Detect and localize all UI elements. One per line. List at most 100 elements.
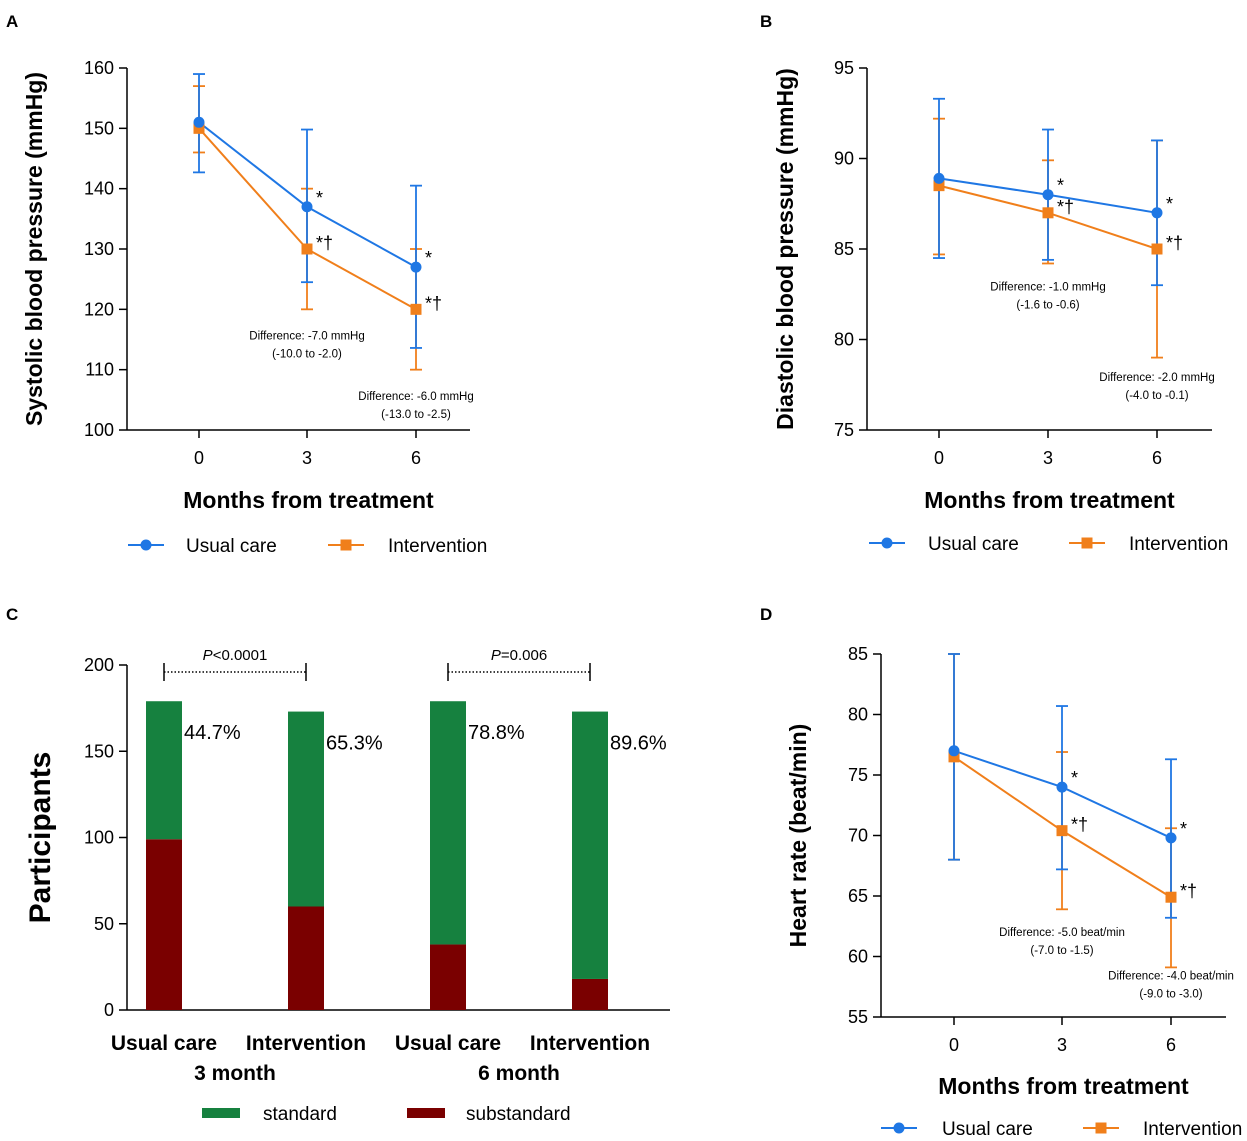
panel-c-letter: C <box>6 605 18 624</box>
panel-b-intervention-point <box>1151 243 1163 255</box>
panel-c-bar-standard <box>572 711 608 979</box>
panel-d-legend-intervention-label: Intervention <box>1143 1119 1242 1140</box>
panel-b-intervention-point <box>933 180 945 192</box>
panel-d-x-tick-label: 0 <box>949 1035 959 1055</box>
panel-d-intervention-point <box>1056 825 1068 837</box>
panel-d-y-axis-title: Heart rate (beat/min) <box>785 724 811 948</box>
panel-b-difference-annotation: Difference: -2.0 mmHg <box>1099 372 1214 384</box>
panel-c-y-tick-label: 50 <box>94 914 114 934</box>
panel-a-y-tick-label: 110 <box>85 360 114 380</box>
panel-a-intervention-point <box>193 122 205 134</box>
panel-b-legend-intervention-marker <box>1081 537 1093 549</box>
panel-c-bar-substandard <box>146 839 182 1010</box>
panel-c-group-label: 6 month <box>478 1062 560 1085</box>
panel-b-usual-care-point <box>1042 189 1054 201</box>
panel-b-legend-usual-care-label: Usual care <box>928 534 1019 555</box>
panel-a-y-tick-label: 130 <box>84 239 114 259</box>
panel-a-usual-care-significance-marker: * <box>425 248 432 268</box>
panel-b-usual-care-point <box>933 172 945 184</box>
panel-b-difference-annotation: Difference: -1.0 mmHg <box>990 282 1105 294</box>
panel-b-x-axis-title: Months from treatment <box>924 487 1175 513</box>
panel-a-legend-intervention-marker <box>340 539 352 551</box>
panel-a-x-tick-label: 3 <box>302 448 312 468</box>
panel-b-y-tick-label: 90 <box>834 149 854 169</box>
panel-b-x-tick-label: 0 <box>934 448 944 468</box>
panel-c-category-label: Intervention <box>530 1032 650 1055</box>
panel-a-legend-intervention-label: Intervention <box>388 536 487 557</box>
panel-a-difference-annotation: Difference: -6.0 mmHg <box>358 391 473 403</box>
panel-b-usual-care-significance-marker: * <box>1057 176 1064 196</box>
panel-b-y-tick-label: 75 <box>834 420 854 440</box>
panel-a-x-tick-label: 0 <box>194 448 204 468</box>
panel-d-y-tick-label: 85 <box>848 644 868 664</box>
panel-a-usual-care-point <box>410 261 422 273</box>
panel-c-p-value-number: =0.006 <box>501 647 547 664</box>
panel-d-intervention-significance-marker: *† <box>1071 815 1088 835</box>
panel-c-y-axis-title: Participants <box>24 752 57 924</box>
panel-c-percent-label: 89.6% <box>610 733 667 755</box>
panel-d-y-tick-label: 60 <box>848 947 868 967</box>
panel-a-y-tick-label: 140 <box>84 179 114 199</box>
panel-d-legend-intervention-marker <box>1095 1122 1107 1134</box>
panel-c-legend-standard-swatch <box>202 1108 240 1118</box>
panel-a-intervention-point <box>301 243 313 255</box>
panel-a-usual-care-point <box>301 201 313 213</box>
panel-b-difference-annotation: (-4.0 to -0.1) <box>1125 390 1188 402</box>
panel-d-usual-care-point <box>1056 781 1068 793</box>
panel-a-x-tick-label: 6 <box>411 448 421 468</box>
panel-a-y-tick-label: 150 <box>84 118 114 138</box>
panel-c-y-tick-label: 100 <box>84 828 114 848</box>
panel-b-intervention-point <box>1042 207 1054 219</box>
panel-a-difference-annotation: (-13.0 to -2.5) <box>381 409 451 421</box>
panel-b-y-tick-label: 80 <box>834 330 854 350</box>
panel-b-legend-intervention-label: Intervention <box>1129 534 1228 555</box>
panel-a-difference-annotation: Difference: -7.0 mmHg <box>249 331 364 343</box>
panel-c-y-tick-label: 0 <box>104 1000 114 1020</box>
panel-c-legend-standard-label: standard <box>263 1104 337 1125</box>
panel-d-legend-usual-care-label: Usual care <box>942 1119 1033 1140</box>
panel-d-letter: D <box>760 605 772 624</box>
panel-d-legend-usual-care-marker <box>893 1122 905 1134</box>
panel-c-bar-substandard <box>430 944 466 1010</box>
panel-c-bar-substandard <box>572 978 608 1010</box>
panel-a-intervention-significance-marker: *† <box>316 233 333 253</box>
panel-c-bar-standard <box>430 701 466 945</box>
panel-a-x-axis-title: Months from treatment <box>183 487 434 513</box>
panel-a-letter: A <box>6 12 18 31</box>
panel-b-legend-usual-care-marker <box>881 537 893 549</box>
panel-c-percent-label: 78.8% <box>468 722 525 744</box>
panel-d-y-tick-label: 70 <box>848 826 868 846</box>
panel-d-difference-annotation: Difference: -5.0 beat/min <box>999 927 1125 939</box>
panel-d-difference-annotation: Difference: -4.0 beat/min <box>1108 970 1234 982</box>
panel-a-y-tick-label: 160 <box>84 58 114 78</box>
panel-a-legend-usual-care-label: Usual care <box>186 536 277 557</box>
panel-a-intervention-point <box>410 303 422 315</box>
panel-b-difference-annotation: (-1.6 to -0.6) <box>1016 300 1079 312</box>
panel-d-usual-care-significance-marker: * <box>1180 819 1187 839</box>
panel-c-percent-label: 65.3% <box>326 733 383 755</box>
panel-a-difference-annotation: (-10.0 to -2.0) <box>272 349 342 361</box>
panel-c-p-value-number: <0.0001 <box>213 647 268 664</box>
panel-a-legend-usual-care-marker <box>140 539 152 551</box>
panel-c-p-label: P <box>491 647 501 664</box>
panel-a-usual-care-point <box>193 116 205 128</box>
panel-d-usual-care-significance-marker: * <box>1071 768 1078 788</box>
panel-b-x-tick-label: 3 <box>1043 448 1053 468</box>
panel-d-usual-care-point <box>948 745 960 757</box>
panel-a-y-tick-label: 120 <box>84 299 114 319</box>
panel-d-y-tick-label: 75 <box>848 765 868 785</box>
panel-c-y-tick-label: 200 <box>84 655 114 675</box>
panel-c-p-label: P <box>203 647 213 664</box>
panel-a-y-tick-label: 100 <box>84 420 114 440</box>
panel-d-difference-annotation: (-9.0 to -3.0) <box>1139 988 1202 1000</box>
panel-c-category-label: Usual care <box>395 1032 501 1055</box>
panel-c-category-label: Intervention <box>246 1032 366 1055</box>
panel-a-y-axis-title: Systolic blood pressure (mmHg) <box>21 72 47 426</box>
panel-d-y-tick-label: 80 <box>848 705 868 725</box>
panel-c-category-label: Usual care <box>111 1032 217 1055</box>
panel-b-y-tick-label: 95 <box>834 58 854 78</box>
panel-d-x-axis-title: Months from treatment <box>938 1073 1189 1099</box>
panel-d-x-tick-label: 6 <box>1166 1035 1176 1055</box>
panel-c-legend-substandard-swatch <box>407 1108 445 1118</box>
